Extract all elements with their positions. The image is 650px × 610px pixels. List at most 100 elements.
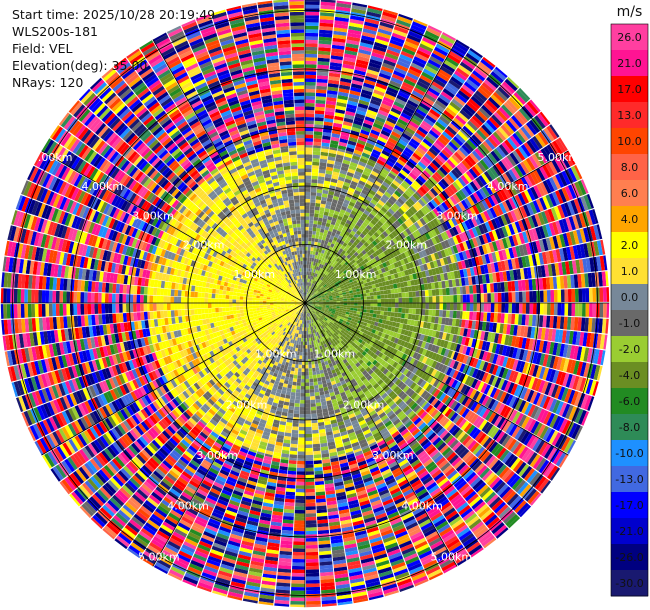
range-gate bbox=[368, 189, 376, 196]
range-gate bbox=[421, 71, 434, 81]
range-gate bbox=[446, 125, 457, 136]
range-gate bbox=[369, 155, 378, 162]
range-gate bbox=[319, 29, 333, 35]
range-gate bbox=[383, 146, 393, 154]
range-gate bbox=[346, 36, 361, 42]
range-gate bbox=[382, 315, 387, 320]
range-gate bbox=[309, 261, 312, 265]
range-gate bbox=[306, 296, 308, 300]
range-gate bbox=[427, 87, 440, 97]
range-gate bbox=[330, 243, 335, 248]
range-gate bbox=[353, 149, 363, 156]
range-gate bbox=[432, 124, 444, 134]
range-gate bbox=[442, 88, 455, 98]
range-gate bbox=[379, 314, 384, 320]
range-gate bbox=[351, 218, 358, 225]
range-gate bbox=[312, 254, 315, 259]
range-gate bbox=[376, 314, 381, 319]
range-gate bbox=[469, 294, 474, 303]
range-gate bbox=[383, 123, 394, 131]
range-gate bbox=[309, 271, 312, 276]
range-gate bbox=[322, 253, 327, 258]
range-gate bbox=[324, 177, 332, 182]
range-gate bbox=[350, 180, 358, 187]
range-gate bbox=[387, 157, 397, 165]
range-gate bbox=[368, 222, 375, 228]
range-gate bbox=[321, 193, 328, 198]
range-gate bbox=[331, 258, 336, 264]
range-gate bbox=[311, 275, 314, 280]
range-gate bbox=[393, 70, 406, 79]
range-gate bbox=[394, 312, 399, 318]
range-gate bbox=[444, 85, 457, 96]
range-gate bbox=[399, 135, 410, 144]
range-gate bbox=[349, 183, 357, 190]
range-gate bbox=[377, 76, 390, 84]
range-gate bbox=[359, 233, 365, 239]
range-gate bbox=[390, 107, 402, 115]
range-gate bbox=[347, 204, 354, 210]
range-gate bbox=[314, 110, 325, 115]
range-gate bbox=[309, 290, 312, 294]
range-gate bbox=[380, 184, 388, 191]
range-gate bbox=[348, 97, 359, 103]
range-gate bbox=[309, 223, 313, 228]
range-gate bbox=[401, 292, 406, 298]
range-gate bbox=[332, 37, 346, 43]
range-gate bbox=[376, 287, 381, 292]
range-gate bbox=[306, 271, 309, 276]
range-gate bbox=[442, 32, 457, 41]
range-gate bbox=[349, 18, 364, 25]
range-gate bbox=[375, 116, 386, 124]
range-gate bbox=[380, 206, 388, 214]
range-gate bbox=[394, 190, 402, 198]
range-gate bbox=[328, 227, 334, 232]
range-gate bbox=[400, 112, 412, 121]
range-gate bbox=[414, 132, 425, 141]
range-gate bbox=[367, 204, 374, 210]
range-gate bbox=[392, 127, 403, 136]
range-gate bbox=[324, 262, 328, 267]
range-gate bbox=[328, 79, 340, 85]
range-gate bbox=[336, 304, 341, 307]
range-gate bbox=[321, 277, 325, 282]
range-gate bbox=[345, 219, 352, 225]
range-gate bbox=[383, 311, 388, 316]
range-gate bbox=[384, 307, 388, 312]
range-gate bbox=[435, 309, 440, 317]
range-gate bbox=[442, 303, 447, 310]
range-gate bbox=[420, 141, 431, 150]
range-gate bbox=[429, 55, 443, 66]
range-gate bbox=[435, 99, 447, 110]
range-gate bbox=[367, 65, 381, 73]
range-gate bbox=[319, 207, 325, 212]
range-gate bbox=[305, 22, 319, 26]
range-gate bbox=[314, 265, 317, 270]
range-gate bbox=[326, 97, 337, 102]
range-gate bbox=[371, 52, 385, 59]
range-gate bbox=[415, 163, 425, 173]
range-gate bbox=[317, 242, 321, 247]
range-gate bbox=[318, 176, 325, 181]
range-gate bbox=[308, 230, 313, 235]
range-gate bbox=[441, 62, 456, 73]
range-gate bbox=[305, 299, 306, 303]
range-gate bbox=[332, 195, 339, 201]
range-gate bbox=[318, 43, 332, 49]
range-gate bbox=[469, 47, 483, 59]
range-gate bbox=[310, 244, 314, 248]
range-gate bbox=[322, 261, 326, 266]
range-gate bbox=[319, 284, 323, 289]
range-gate bbox=[381, 14, 397, 23]
range-gate bbox=[387, 293, 392, 299]
range-gate bbox=[354, 189, 361, 196]
range-gate bbox=[402, 81, 415, 90]
range-gate bbox=[314, 120, 324, 125]
range-gate bbox=[341, 162, 350, 169]
range-gate bbox=[465, 52, 480, 64]
range-gate bbox=[315, 231, 320, 236]
range-gate bbox=[412, 114, 423, 123]
range-gate bbox=[401, 313, 406, 319]
range-gate bbox=[333, 255, 338, 261]
